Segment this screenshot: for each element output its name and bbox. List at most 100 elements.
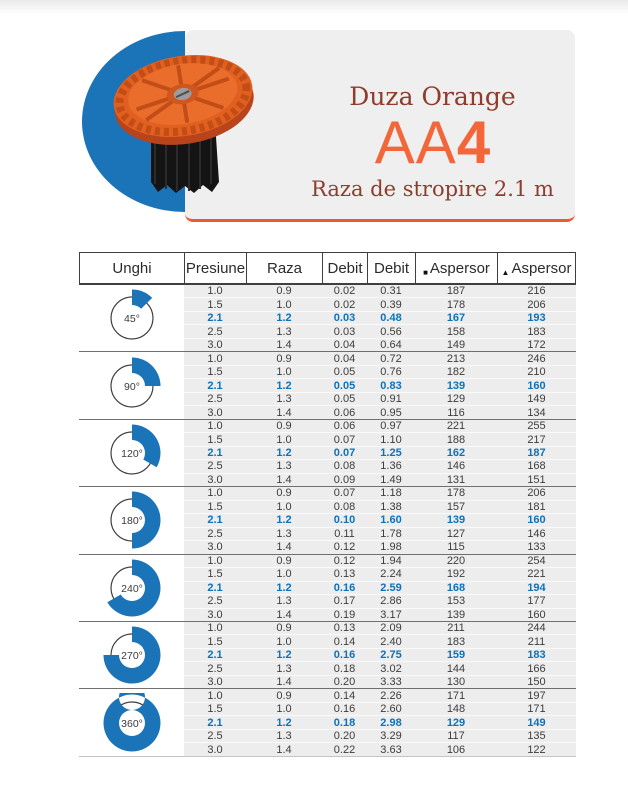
table-cell: 129	[446, 393, 466, 406]
table-cell: 160	[527, 608, 546, 621]
table-cell: 0.02	[333, 298, 356, 311]
table-cell: 0.11	[334, 527, 355, 540]
header-label: Debit	[373, 259, 410, 277]
table-cell: 217	[527, 433, 546, 446]
table-cell: 221	[446, 420, 466, 433]
table-cell: 2.5	[207, 393, 223, 406]
table-cell: 1.4	[276, 676, 292, 689]
table-cell: 160	[527, 379, 546, 392]
table-cell: 206	[527, 487, 546, 500]
table-cell: 0.06	[333, 406, 356, 419]
square-marker-icon: ■	[423, 267, 428, 277]
table-cell: 160	[527, 514, 546, 527]
angle-group-270: 270° 1.0 0.9 0.13 2.09 211 244 1.5 1.0 0.14 2.40 18…	[79, 621, 576, 690]
table-cell: 2.5	[207, 595, 223, 608]
header-cell-debit: Debit	[367, 253, 415, 283]
table-cell: 166	[527, 662, 546, 675]
table-cell: 0.04	[333, 339, 356, 352]
angle-icon-cell: 90°	[79, 352, 184, 419]
table-cell: 1.4	[276, 473, 292, 486]
table-cell: 158	[446, 325, 466, 338]
table-cell: 3.0	[207, 541, 223, 554]
table-cell: 168	[527, 460, 546, 473]
table-cell: 144	[446, 662, 466, 675]
table-row: 1.0 0.9 0.06 0.97 221 255	[184, 420, 576, 432]
table-cell: 1.3	[276, 662, 292, 675]
table-cell: 133	[527, 541, 546, 554]
table-cell: 129	[446, 716, 466, 729]
table-cell: 0.05	[333, 366, 356, 379]
table-row: 2.5 1.3 0.18 3.02 144 166	[184, 661, 576, 675]
table-row: 1.5 1.0 0.05 0.76 182 210	[184, 364, 576, 379]
table-cell: 182	[446, 366, 466, 379]
table-row: 2.5 1.3 0.05 0.91 129 149	[184, 391, 576, 406]
table-cell: 1.0	[207, 420, 223, 433]
svg-text:120°: 120°	[121, 448, 143, 460]
header-cell-raza: Raza	[246, 253, 322, 283]
table-cell: 1.3	[276, 325, 292, 338]
table-cell: 116	[447, 406, 465, 419]
table-cell: 3.0	[207, 743, 223, 756]
table-cell: 1.94	[380, 554, 402, 567]
table-cell: 2.75	[380, 649, 402, 662]
table-cell: 172	[527, 339, 546, 352]
angle-icon-cell: 120°	[79, 419, 184, 487]
table-cell: 149	[527, 716, 546, 729]
table-cell: 3.0	[207, 608, 223, 621]
table-row: 2.1 1.2 0.05 0.83 139 160	[184, 378, 576, 392]
angle-90-icon: 90°	[109, 357, 160, 408]
product-subtitle: Raza de stropire 2.1 m	[311, 177, 554, 201]
header-label: Aspersor	[511, 259, 572, 277]
table-cell: 178	[446, 298, 466, 311]
data-rows: 1.0 0.9 0.02 0.31 187 216 1.5 1.0 0.02 0.39 178 206…	[184, 285, 576, 352]
table-cell: 3.33	[380, 676, 402, 689]
product-model-number: 4	[456, 109, 491, 176]
header-cell-unghi: Unghi	[79, 253, 184, 283]
angle-360-icon: 360°	[103, 692, 160, 751]
table-cell: 0.12	[333, 554, 356, 567]
table-cell: 194	[527, 581, 546, 594]
table-cell: 254	[527, 554, 546, 567]
table-cell: 1.4	[276, 743, 292, 756]
triangle-marker-icon: ▲	[501, 267, 510, 277]
table-cell: 197	[527, 689, 546, 702]
table-body: 45° 1.0 0.9 0.02 0.31 187 216 1.5 1.0 0.02 0.39 178…	[79, 285, 576, 757]
table-cell: 2.1	[207, 379, 223, 392]
table-cell: 2.1	[207, 581, 223, 594]
table-cell: 1.5	[207, 500, 223, 513]
table-cell: 0.07	[333, 433, 356, 446]
table-cell: 106	[446, 743, 466, 756]
table-row: 3.0 1.4 0.09 1.49 131 151	[184, 472, 576, 486]
table-cell: 1.3	[276, 527, 292, 540]
svg-text:180°: 180°	[121, 515, 143, 527]
table-cell: 1.2	[276, 312, 292, 325]
header-label: Aspersor	[429, 259, 490, 277]
table-cell: 2.5	[207, 662, 223, 675]
table-row: 3.0 1.4 0.19 3.17 139 160	[184, 607, 576, 621]
table-cell: 139	[446, 514, 466, 527]
table-row: 1.5 1.0 0.08 1.38 157 181	[184, 499, 576, 513]
table-cell: 216	[527, 285, 546, 298]
product-model-prefix: AA	[374, 109, 457, 176]
table-cell: 1.2	[276, 379, 292, 392]
header-label: Presiune	[185, 259, 246, 277]
table-cell: 139	[446, 379, 466, 392]
table-row: 3.0 1.4 0.22 3.63 106 122	[184, 742, 576, 756]
angle-icon-cell: 45°	[79, 285, 184, 352]
table-row: 3.0 1.4 0.06 0.95 116 134	[184, 405, 576, 419]
angle-icon-cell: 180°	[79, 487, 184, 554]
table-cell: 0.19	[333, 608, 356, 621]
table-cell: 193	[527, 312, 546, 325]
table-row: 2.5 1.3 0.17 2.86 153 177	[184, 594, 576, 607]
table-cell: 1.0	[276, 635, 292, 648]
data-rows: 1.0 0.9 0.14 2.26 171 197 1.5 1.0 0.16 2.60 148 171…	[184, 689, 576, 756]
table-row: 1.5 1.0 0.16 2.60 148 171	[184, 701, 576, 716]
table-cell: 2.40	[380, 635, 402, 648]
header-cell-aspersor-5: ■ Aspersor	[415, 253, 497, 283]
angle-240-icon: 240°	[106, 559, 160, 617]
table-cell: 122	[527, 743, 546, 756]
table-cell: 171	[527, 703, 546, 716]
table-row: 2.1 1.2 0.16 2.59 168 194	[184, 580, 576, 594]
table-cell: 1.5	[207, 298, 223, 311]
